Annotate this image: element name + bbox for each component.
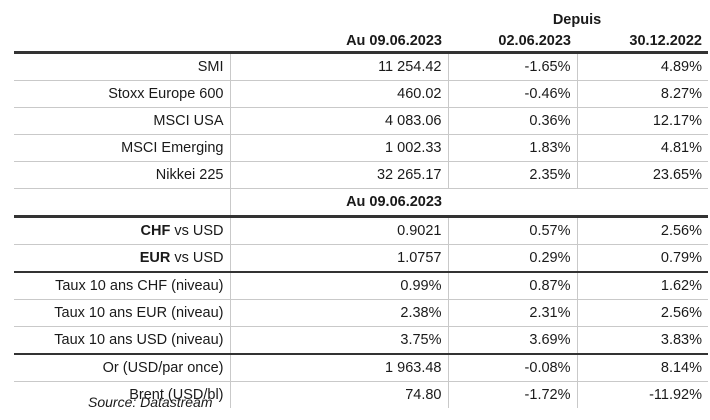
- table-row: Stoxx Europe 600 460.02 -0.46% 8.27%: [14, 80, 708, 108]
- row-value: 2.38%: [229, 299, 448, 327]
- source-note: Source: Datastream: [88, 394, 213, 410]
- row-value: 11 254.42: [229, 52, 448, 81]
- row-label: Taux 10 ans USD (niveau): [14, 326, 230, 355]
- row-value: 460.02: [229, 80, 448, 108]
- currency-pair-rest: vs USD: [170, 223, 224, 239]
- row-week-change: -0.46%: [447, 80, 577, 108]
- table-row: EUR vs USD 1.0757 0.29% 0.79%: [14, 244, 708, 273]
- row-year-change: 8.27%: [576, 80, 708, 108]
- header-year-date: 30.12.2022: [577, 30, 708, 54]
- row-value: 0.9021: [229, 216, 448, 245]
- row-week-change: -1.72%: [447, 381, 577, 408]
- row-week-change: -1.65%: [447, 52, 577, 81]
- row-year-change: 8.14%: [576, 354, 708, 382]
- row-value: 1 963.48: [229, 354, 448, 382]
- table-row: Or (USD/par once) 1 963.48 -0.08% 8.14%: [14, 354, 708, 382]
- table-row: SMI 11 254.42 -1.65% 4.89%: [14, 52, 708, 81]
- currency-code: EUR: [139, 250, 171, 266]
- row-label: Taux 10 ans EUR (niveau): [14, 299, 230, 327]
- row-label: SMI: [14, 52, 230, 81]
- table-row: Brent (USD/bl) 74.80 -1.72% -11.92%: [14, 381, 708, 408]
- header-row-dates: Au 09.06.2023 02.06.2023 30.12.2022: [14, 30, 708, 54]
- table-row: MSCI Emerging 1 002.33 1.83% 4.81%: [14, 134, 708, 162]
- row-value: 1 002.33: [229, 134, 448, 162]
- row-year-change: 3.83%: [576, 326, 708, 355]
- row-label: Brent (USD/bl): [129, 387, 224, 403]
- row-value: 1.0757: [229, 244, 448, 273]
- table-row: CHF vs USD 0.9021 0.57% 2.56%: [14, 216, 708, 245]
- row-value: 74.80: [229, 381, 448, 408]
- row-week-change: 0.87%: [447, 272, 577, 300]
- currency-code: CHF: [140, 223, 171, 239]
- currency-pair-rest: vs USD: [170, 250, 224, 266]
- row-label: Nikkei 225: [14, 161, 230, 189]
- row-label: Taux 10 ans CHF (niveau): [14, 272, 230, 300]
- row-year-change: -11.92%: [576, 381, 708, 408]
- subheader-value-date: Au 09.06.2023: [229, 188, 448, 218]
- row-week-change: 2.31%: [447, 299, 577, 327]
- row-label: EUR vs USD: [14, 244, 230, 273]
- row-year-change: 4.89%: [576, 52, 708, 81]
- table-row: Nikkei 225 32 265.17 2.35% 23.65%: [14, 161, 708, 189]
- row-label: Stoxx Europe 600: [14, 80, 230, 108]
- row-year-change: 4.81%: [576, 134, 708, 162]
- row-value: 3.75%: [229, 326, 448, 355]
- row-label: MSCI Emerging: [14, 134, 230, 162]
- table-row: Taux 10 ans EUR (niveau) 2.38% 2.31% 2.5…: [14, 299, 708, 327]
- row-week-change: 1.83%: [447, 134, 577, 162]
- row-week-change: 0.36%: [447, 107, 577, 135]
- row-week-change: 2.35%: [447, 161, 577, 189]
- depuis-header: Depuis: [552, 12, 602, 28]
- header-week-date: 02.06.2023: [448, 30, 577, 54]
- header-row-depuis: Depuis: [14, 4, 708, 30]
- row-week-change: 3.69%: [447, 326, 577, 355]
- row-year-change: 1.62%: [576, 272, 708, 300]
- row-label: Or (USD/par once): [14, 354, 230, 382]
- row-value: 0.99%: [229, 272, 448, 300]
- row-week-change: 0.29%: [447, 244, 577, 273]
- row-label: MSCI USA: [14, 107, 230, 135]
- subheader-row: Au 09.06.2023: [14, 188, 708, 218]
- table-row: Taux 10 ans CHF (niveau) 0.99% 0.87% 1.6…: [14, 272, 708, 300]
- row-year-change: 23.65%: [576, 161, 708, 189]
- row-week-change: 0.57%: [447, 216, 577, 245]
- row-year-change: 2.56%: [576, 299, 708, 327]
- row-year-change: 12.17%: [576, 107, 708, 135]
- market-performance-table: Depuis Au 09.06.2023 02.06.2023 30.12.20…: [14, 4, 708, 408]
- row-week-change: -0.08%: [447, 354, 577, 382]
- row-year-change: 2.56%: [576, 216, 708, 245]
- table-row: MSCI USA 4 083.06 0.36% 12.17%: [14, 107, 708, 135]
- row-value: 32 265.17: [229, 161, 448, 189]
- row-value: 4 083.06: [229, 107, 448, 135]
- row-label: CHF vs USD: [14, 216, 230, 245]
- table-row: Taux 10 ans USD (niveau) 3.75% 3.69% 3.8…: [14, 326, 708, 355]
- header-value-date: Au 09.06.2023: [230, 30, 448, 54]
- row-year-change: 0.79%: [576, 244, 708, 273]
